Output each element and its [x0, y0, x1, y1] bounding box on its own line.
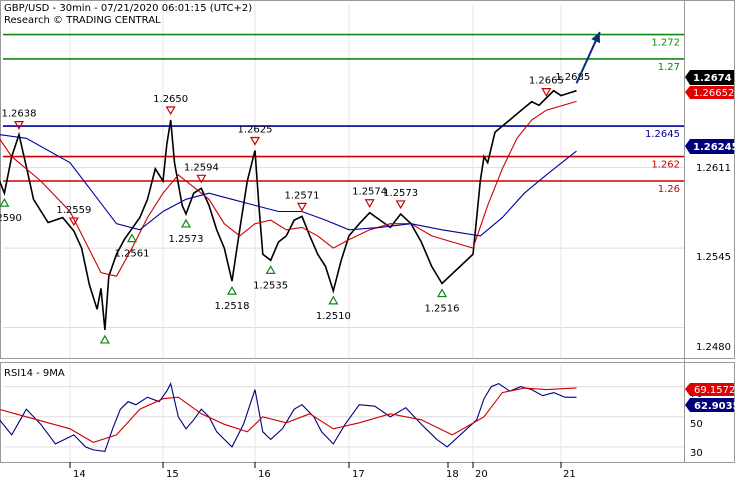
chart-subtitle: Research © TRADING CENTRAL — [4, 15, 161, 26]
projection-arrow — [575, 31, 601, 84]
level-label-2: 1.2645 — [645, 129, 680, 140]
pivot-markers: 1.26661.25901.26381.25591.25611.26501.25… — [0, 72, 590, 344]
date-label-15: 15 — [166, 469, 179, 480]
current-price-label: 1.2674 — [693, 73, 732, 84]
pivot-label-6: 1.2650 — [153, 94, 188, 105]
ma-red-tag: 1.26652 — [685, 86, 734, 99]
pivot-label-1: 1.2590 — [0, 213, 22, 224]
rsi-blue-tag: 62.9035 — [685, 398, 735, 412]
pivot-marker-12 — [296, 202, 308, 212]
rsi-line-rsi_ma — [0, 387, 577, 443]
pivot-label-10: 1.2625 — [238, 124, 273, 135]
rsi-tick-30: 30 — [690, 448, 703, 459]
rsi-tick-50: 50 — [690, 419, 703, 430]
rsi-red-label: 69.1572 — [694, 385, 735, 396]
date-label-18: 18 — [446, 469, 459, 480]
pivot-label-16: 1.2516 — [425, 304, 460, 315]
pivot-label-9: 1.2518 — [215, 301, 250, 312]
main-panel-frame — [0, 0, 735, 359]
pivot-label-2: 1.2638 — [1, 109, 36, 120]
ma-blue-tag: 1.26245 — [685, 139, 735, 154]
pivot-marker-14 — [364, 199, 375, 208]
ma-blue-label: 1.26245 — [693, 142, 735, 153]
pivot-marker-11 — [265, 265, 276, 274]
ma-red-label: 1.26652 — [693, 88, 734, 99]
pivot-marker-5 — [126, 233, 138, 243]
date-label-17: 17 — [352, 469, 365, 480]
x-axis: 14 15 16 17 18 20 21 — [73, 469, 576, 480]
pivot-marker-17 — [541, 88, 552, 97]
series-line-sma_short — [0, 100, 577, 277]
pivot-marker-1 — [0, 197, 10, 207]
pivot-marker-8 — [196, 174, 207, 184]
current-price-tag: 1.2674 — [685, 70, 734, 85]
pivot-marker-4 — [99, 334, 110, 344]
level-lines: 1.272 1.27 1.2645 1.262 1.26 — [3, 33, 684, 195]
level-label-1: 1.27 — [658, 62, 680, 73]
level-label-4: 1.26 — [658, 184, 680, 195]
price-tick-3: 1.2480 — [696, 342, 731, 353]
pivot-marker-7 — [180, 218, 192, 228]
rsi-series — [0, 382, 577, 453]
pivot-marker-13 — [328, 295, 339, 305]
projection-arrow-head — [591, 32, 600, 44]
rsi-red-tag: 69.1572 — [685, 383, 735, 396]
pivot-label-14: 1.2574 — [352, 187, 387, 198]
pivot-label-3: 1.2559 — [56, 205, 91, 216]
pivot-marker-2 — [13, 121, 24, 130]
annotation-label-0: 1.2685 — [555, 72, 590, 83]
level-label-3: 1.262 — [651, 160, 680, 171]
date-label-16: 16 — [258, 469, 271, 480]
rsi-blue-label: 62.9035 — [694, 401, 735, 412]
series-line-price — [0, 89, 577, 330]
pivot-marker-15 — [395, 200, 406, 210]
date-label-20: 20 — [475, 469, 488, 480]
price-series — [0, 89, 577, 330]
pivot-label-5: 1.2561 — [115, 249, 150, 260]
level-label-0: 1.272 — [651, 38, 680, 49]
pivot-label-8: 1.2594 — [184, 162, 219, 173]
pivot-label-11: 1.2535 — [253, 280, 288, 291]
pivot-marker-16 — [436, 288, 448, 298]
price-tick-1: 1.2611 — [696, 163, 731, 174]
rsi-panel-frame — [0, 362, 735, 463]
pivot-marker-10 — [249, 136, 261, 146]
pivot-label-17: 1.2665 — [529, 76, 564, 87]
pivot-label-7: 1.2573 — [169, 234, 204, 245]
price-tick-2: 1.2545 — [696, 252, 731, 263]
chart-title: GBP/USD - 30min - 07/21/2020 06:01:15 (U… — [4, 3, 253, 14]
pivot-label-15: 1.2573 — [383, 188, 418, 199]
pivot-marker-9 — [226, 285, 238, 295]
pivot-label-13: 1.2510 — [316, 311, 351, 322]
date-label-14: 14 — [73, 469, 86, 480]
pivot-label-12: 1.2571 — [285, 190, 320, 201]
pivot-marker-3 — [68, 217, 79, 227]
pivot-marker-6 — [165, 106, 176, 116]
date-label-21: 21 — [563, 469, 576, 480]
rsi-line-rsi — [0, 382, 577, 453]
series-line-sma_long — [0, 134, 577, 237]
rsi-title: RSI14 - 9MA — [4, 368, 65, 379]
